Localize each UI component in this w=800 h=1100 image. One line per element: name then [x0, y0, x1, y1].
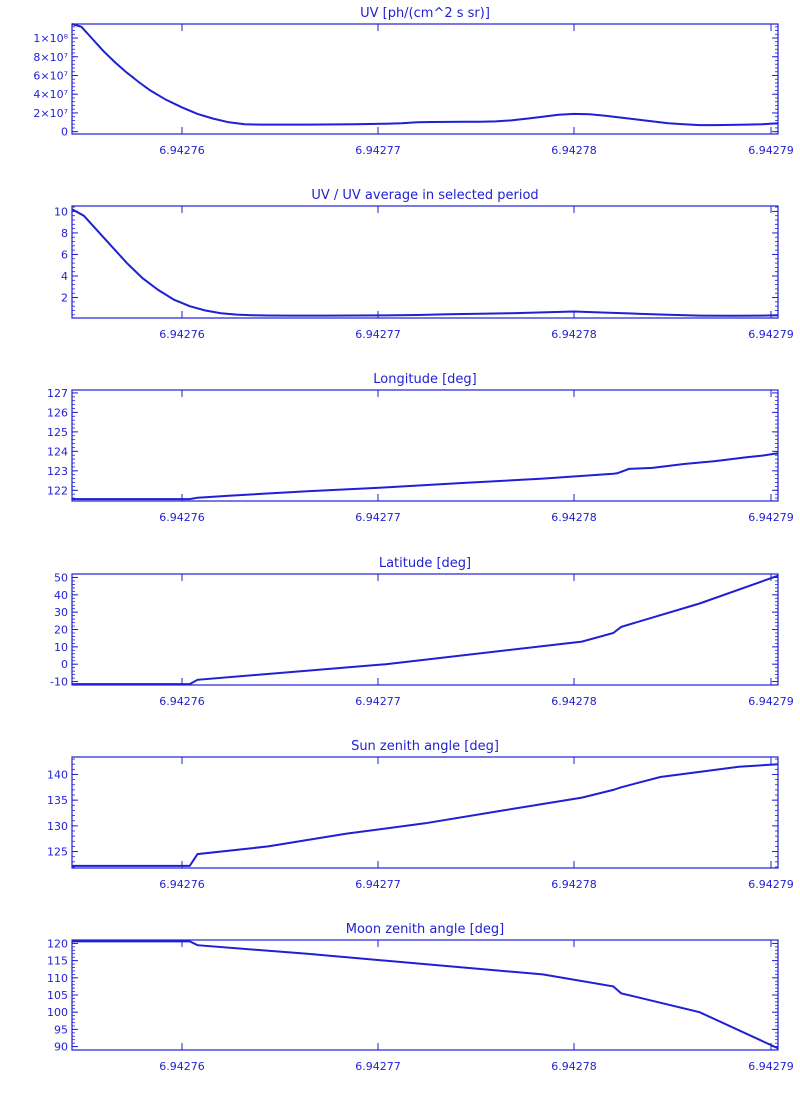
- y-tick-label: 20: [54, 624, 68, 637]
- series-line-1: [72, 452, 779, 501]
- y-tick-label: 0: [61, 658, 68, 671]
- x-tick-label: 6.94276: [159, 695, 205, 708]
- x-tick-label: 6.94277: [355, 511, 401, 524]
- x-tick-label: 6.94278: [551, 328, 597, 341]
- chart-title: Moon zenith angle [deg]: [346, 922, 504, 937]
- y-tick-label: 6×10⁷: [33, 69, 68, 82]
- y-tick-label: 4×10⁷: [33, 88, 68, 101]
- x-tick-label: 6.94278: [551, 144, 597, 157]
- series-line-1: [72, 940, 779, 1050]
- plot-frame: [71, 939, 779, 1051]
- x-tick-label: 6.94277: [355, 144, 401, 157]
- panel-4: Latitude [deg] -10 0 10 20 30 40 50 6.94276 6.942…: [50, 556, 794, 708]
- series-line-1: [71, 23, 779, 127]
- x-tick-label: 6.94278: [551, 878, 597, 891]
- x-tick-label: 6.94276: [159, 144, 205, 157]
- y-tick-label: 95: [54, 1023, 68, 1036]
- y-tick-label: 2: [61, 292, 68, 305]
- y-tick-label: 124: [47, 445, 68, 458]
- y-tick-label: 123: [47, 465, 68, 478]
- x-tick-label: 6.94276: [159, 511, 205, 524]
- x-tick-label: 6.94279: [748, 328, 794, 341]
- y-tick-label: 125: [47, 846, 68, 859]
- y-tick-label: 6: [61, 248, 68, 261]
- series-line-1: [72, 763, 779, 867]
- x-tick-label: 6.94276: [159, 328, 205, 341]
- y-tick-label: 120: [47, 937, 68, 950]
- x-tick-label: 6.94276: [159, 1060, 205, 1073]
- panel-2: UV / UV average in selected period 2 4 6 8 10…: [54, 188, 794, 341]
- x-tick-label: 6.94278: [551, 511, 597, 524]
- y-tick-label: 130: [47, 820, 68, 833]
- panel-5: Sun zenith angle [deg] 125 130 135 140 6.9427…: [47, 739, 794, 891]
- x-tick-label: 6.94277: [355, 1060, 401, 1073]
- x-tick-label: 6.94279: [748, 1060, 794, 1073]
- x-tick-label: 6.94277: [355, 695, 401, 708]
- y-tick-label: 2×10⁷: [33, 107, 68, 120]
- y-tick-label: 50: [54, 571, 68, 584]
- x-tick-label: 6.94276: [159, 878, 205, 891]
- y-tick-label: 126: [47, 406, 68, 419]
- y-tick-label: 8×10⁷: [33, 51, 68, 64]
- x-tick-label: 6.94279: [748, 511, 794, 524]
- x-tick-label: 6.94277: [355, 878, 401, 891]
- y-tick-label: 115: [47, 955, 68, 968]
- y-tick-label: 125: [47, 426, 68, 439]
- x-tick-label: 6.94279: [748, 144, 794, 157]
- y-tick-label: -10: [50, 676, 68, 689]
- chart-title: UV / UV average in selected period: [311, 188, 538, 203]
- x-tick-label: 6.94278: [551, 695, 597, 708]
- panel-3: Longitude [deg] 122 123 124 125 126 127 6.94276…: [47, 372, 794, 524]
- plot-frame: [71, 205, 779, 319]
- panel-6: Moon zenith angle [deg] 90 95 100 105 110 115 1…: [47, 922, 794, 1073]
- y-tick-label: 10: [54, 205, 68, 218]
- y-tick-label: 122: [47, 484, 68, 497]
- plot-frame: [71, 756, 779, 869]
- plot-frame: [71, 23, 779, 135]
- chart-title: Latitude [deg]: [379, 556, 471, 571]
- chart-title: Sun zenith angle [deg]: [351, 739, 499, 754]
- x-tick-label: 6.94279: [748, 695, 794, 708]
- chart-title: Longitude [deg]: [373, 372, 476, 387]
- x-tick-label: 6.94277: [355, 328, 401, 341]
- plot-frame: [71, 573, 779, 686]
- plot-frame: [71, 389, 779, 502]
- y-tick-label: 40: [54, 589, 68, 602]
- y-tick-label: 105: [47, 989, 68, 1002]
- panel-1: UV [ph/(cm^2 s sr)] 0 2×10⁷ 4×10⁷ 6×10⁷ 8×10⁷…: [33, 6, 793, 157]
- y-tick-label: 8: [61, 227, 68, 240]
- y-tick-label: 1×10⁸: [33, 32, 68, 45]
- y-tick-label: 10: [54, 641, 68, 654]
- y-tick-label: 100: [47, 1006, 68, 1019]
- y-tick-label: 127: [47, 387, 68, 400]
- y-tick-label: 110: [47, 972, 68, 985]
- y-tick-label: 30: [54, 606, 68, 619]
- series-line-1: [72, 574, 779, 686]
- y-tick-label: 140: [47, 768, 68, 781]
- y-tick-label: 0: [61, 126, 68, 139]
- y-tick-label: 135: [47, 794, 68, 807]
- x-tick-label: 6.94278: [551, 1060, 597, 1073]
- series-line-1: [71, 208, 779, 317]
- chart-title: UV [ph/(cm^2 s sr)]: [360, 6, 490, 21]
- y-tick-label: 90: [54, 1041, 68, 1054]
- x-tick-label: 6.94279: [748, 878, 794, 891]
- y-tick-label: 4: [61, 270, 68, 283]
